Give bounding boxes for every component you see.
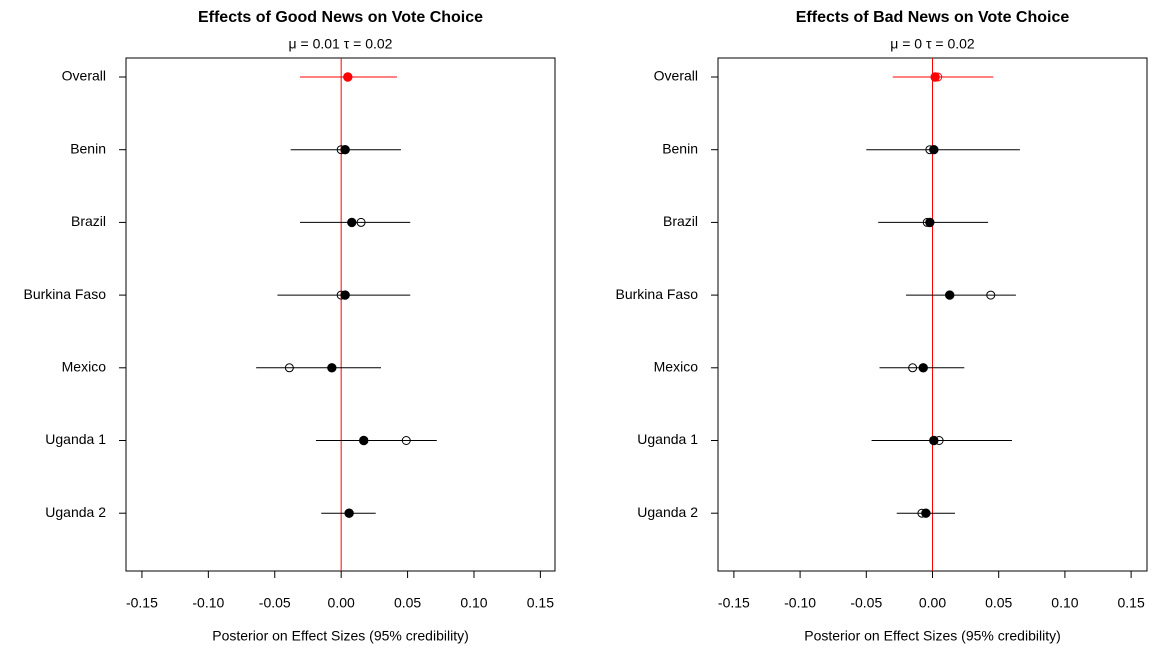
x-tick-label: 0.05: [394, 595, 421, 611]
y-tick-label: Uganda 1: [45, 431, 106, 447]
posterior-estimate: [344, 508, 354, 518]
posterior-estimate: [930, 72, 940, 82]
posterior-estimate: [359, 435, 369, 446]
x-tick-label: 0.05: [985, 595, 1012, 611]
posterior-estimate: [945, 290, 955, 300]
y-tick-label: Overall: [654, 68, 698, 84]
y-tick-label: Brazil: [663, 213, 698, 229]
chart-title: Effects of Bad News on Vote Choice: [796, 9, 1070, 26]
posterior-estimate: [918, 363, 928, 373]
posterior-estimate: [929, 145, 939, 155]
raw-estimate: [284, 363, 294, 373]
raw-estimate: [986, 290, 996, 300]
x-tick-label: -0.10: [784, 595, 816, 611]
y-tick-label: Overall: [62, 68, 106, 84]
posterior-estimate: [925, 217, 935, 228]
x-tick-label: 0.15: [527, 595, 554, 611]
posterior-estimate: [343, 72, 353, 82]
raw-estimate: [401, 436, 411, 445]
y-tick-label: Uganda 1: [637, 431, 698, 447]
x-tick-label: 0.15: [1117, 595, 1144, 611]
x-tick-label: -0.15: [126, 595, 158, 611]
x-tick-label: -0.05: [850, 595, 882, 611]
chart-title: Effects of Good News on Vote Choice: [198, 9, 483, 26]
posterior-estimate: [921, 508, 931, 518]
y-tick-label: Brazil: [71, 213, 106, 229]
chart-subtitle: μ = 0.01 τ = 0.02: [289, 36, 393, 52]
y-tick-label: Benin: [662, 140, 698, 156]
x-tick-label: -0.05: [259, 595, 291, 611]
raw-estimate: [908, 363, 918, 373]
x-tick-label: -0.15: [718, 595, 750, 611]
x-tick-label: 0.10: [460, 595, 487, 611]
y-tick-label: Mexico: [62, 359, 107, 375]
x-tick-label: 0.00: [919, 595, 946, 611]
x-tick-label: -0.10: [192, 595, 224, 611]
posterior-estimate: [340, 290, 350, 300]
y-tick-label: Mexico: [654, 359, 699, 375]
plot-frame: [125, 57, 556, 572]
x-axis-label: Posterior on Effect Sizes (95% credibili…: [804, 628, 1061, 644]
y-tick-label: Uganda 2: [45, 504, 106, 520]
y-tick-label: Burkina Faso: [24, 286, 107, 302]
posterior-estimate: [340, 145, 350, 155]
posterior-estimate: [327, 363, 337, 373]
x-tick-label: 0.10: [1051, 595, 1078, 611]
raw-estimate: [356, 217, 366, 227]
chart-subtitle: μ = 0 τ = 0.02: [890, 36, 975, 52]
x-axis-label: Posterior on Effect Sizes (95% credibili…: [212, 628, 469, 644]
y-tick-label: Benin: [70, 140, 106, 156]
posterior-estimate: [929, 435, 939, 446]
x-tick-label: 0.00: [328, 595, 355, 611]
y-tick-label: Burkina Faso: [616, 286, 699, 302]
posterior-estimate: [347, 217, 357, 228]
y-tick-label: Uganda 2: [637, 504, 698, 520]
